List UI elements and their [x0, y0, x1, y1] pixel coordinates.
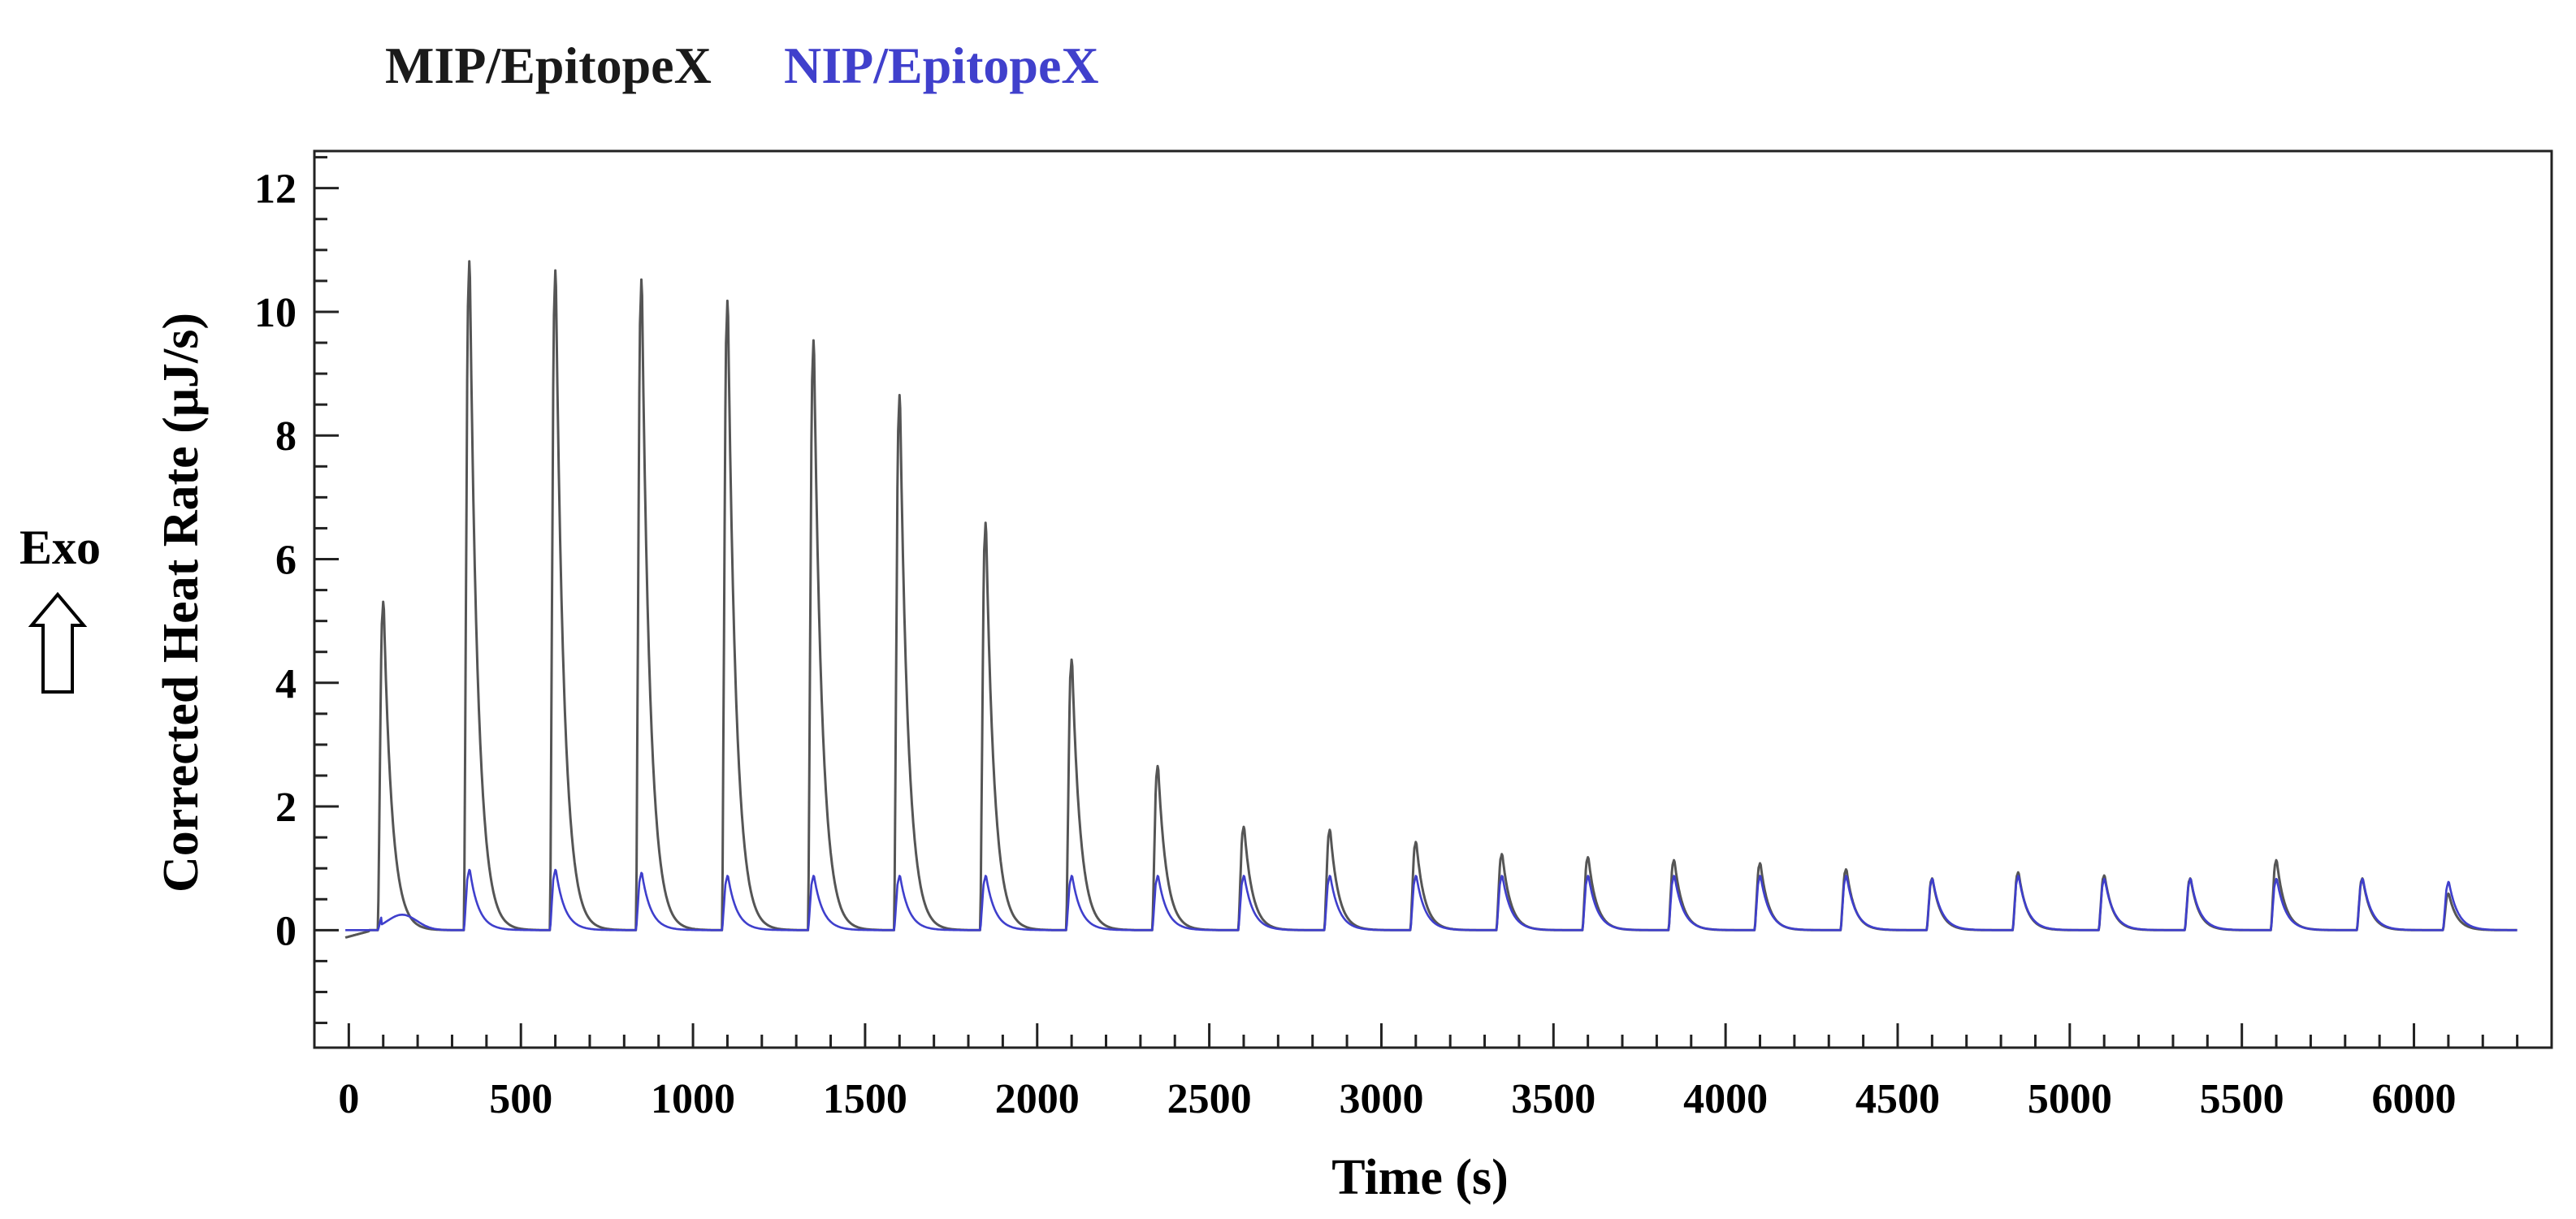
series-layer — [344, 249, 2518, 939]
y-tick-label: 0 — [275, 908, 297, 954]
y-axis-label: Corrected Heat Rate (μJ/s) — [154, 313, 209, 893]
x-tick-label: 0 — [338, 1076, 359, 1122]
legend-nip: NIP/EpitopeX — [784, 37, 1099, 94]
y-tick-label: 10 — [254, 290, 297, 336]
x-axis-label: Time (s) — [1331, 1150, 1509, 1205]
x-tick-label: 1000 — [651, 1076, 735, 1122]
plot-frame — [313, 149, 2553, 1049]
x-tick-label: 4500 — [1855, 1076, 1940, 1122]
y-tick-label: 2 — [275, 785, 297, 831]
x-tick-label: 6000 — [2372, 1076, 2457, 1122]
y-tick-label: 12 — [254, 166, 297, 213]
series-line-nip — [344, 868, 2518, 932]
x-tick-label: 5000 — [2028, 1076, 2112, 1122]
x-tick-label: 2500 — [1167, 1076, 1252, 1122]
series-line-mip — [344, 260, 2518, 939]
exo-label: Exo — [19, 521, 102, 574]
x-tick-label: 4000 — [1683, 1076, 1768, 1122]
y-tick-label: 8 — [275, 413, 297, 460]
x-tick-label: 1500 — [823, 1076, 907, 1122]
x-axis-ticks: 0 500 1000 1500 2000 2500 3000 3500 4000 4500 5000… — [338, 1023, 2519, 1122]
x-tick-label: 2000 — [995, 1076, 1080, 1122]
y-tick-label: 4 — [275, 661, 297, 707]
x-tick-label: 3000 — [1339, 1076, 1423, 1122]
x-tick-label: 5500 — [2200, 1076, 2284, 1122]
legend-mip: MIP/EpitopeX — [385, 37, 712, 94]
exo-arrow-icon — [28, 591, 88, 694]
x-tick-label: 500 — [489, 1076, 552, 1122]
x-tick-label: 3500 — [1511, 1076, 1595, 1122]
y-axis-ticks: 0 2 4 6 8 10 12 — [254, 156, 339, 1025]
y-tick-label: 6 — [275, 538, 297, 584]
